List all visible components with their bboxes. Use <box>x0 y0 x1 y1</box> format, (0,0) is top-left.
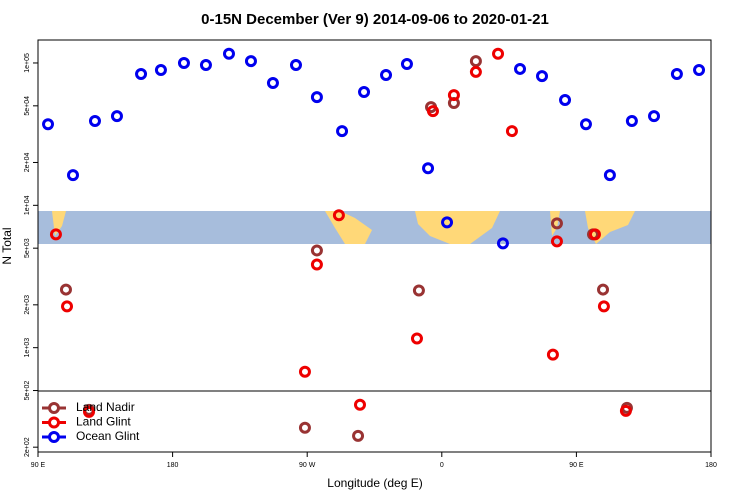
legend-marker <box>48 416 60 429</box>
chart-title: 0-15N December (Ver 9) 2014-09-06 to 202… <box>201 11 549 28</box>
legend-marker <box>48 402 60 414</box>
point <box>298 365 311 378</box>
x-tick-label: 90 E <box>569 462 584 469</box>
legend-label: Land Nadir <box>76 400 135 414</box>
point <box>352 429 365 442</box>
point <box>222 47 235 60</box>
point <box>625 115 638 128</box>
point <box>619 404 632 417</box>
map-strip <box>38 211 711 244</box>
point <box>550 235 563 248</box>
point <box>492 47 505 60</box>
point <box>199 58 212 71</box>
y-tick-label: 1e+05 <box>24 53 31 73</box>
y-tick-label: 2e+04 <box>24 153 31 173</box>
point <box>298 421 311 434</box>
x-tick-label: 90 W <box>299 462 316 469</box>
point <box>154 63 167 76</box>
point <box>514 62 527 75</box>
y-tick-label: 1e+04 <box>24 195 31 215</box>
point <box>110 110 123 123</box>
x-tick-label: 180 <box>705 462 717 469</box>
point <box>66 169 79 182</box>
point <box>469 55 482 68</box>
y-tick-label: 2e+03 <box>24 295 31 315</box>
x-tick-label: 90 E <box>31 462 46 469</box>
point <box>422 162 435 175</box>
point <box>336 125 349 138</box>
point <box>588 228 601 241</box>
point <box>550 217 563 230</box>
y-tick-label: 5e+03 <box>24 238 31 258</box>
point <box>670 67 683 80</box>
point <box>469 65 482 78</box>
point <box>400 57 413 70</box>
point <box>410 332 423 345</box>
y-axis-label: N Total <box>0 227 14 264</box>
point <box>496 237 509 250</box>
point <box>59 283 72 296</box>
point <box>579 118 592 131</box>
point <box>505 125 518 138</box>
point <box>546 348 559 361</box>
point <box>42 118 55 131</box>
point <box>426 105 439 118</box>
y-tick-label: 1e+03 <box>24 338 31 358</box>
point <box>88 115 101 128</box>
point <box>310 91 323 104</box>
plot-frame <box>37 39 712 453</box>
map-land <box>415 211 500 244</box>
point <box>536 70 549 83</box>
x-tick-label: 0 <box>440 462 444 469</box>
point <box>597 283 610 296</box>
point <box>380 69 393 82</box>
point <box>597 300 610 313</box>
point <box>266 77 279 90</box>
point <box>332 209 345 222</box>
x-axis-label: Longitude (deg E) <box>327 476 422 490</box>
point <box>648 110 661 123</box>
point <box>693 63 706 76</box>
x-tick-label: 180 <box>167 462 179 469</box>
point <box>310 258 323 271</box>
point <box>244 55 257 68</box>
y-tick-label: 5e+04 <box>24 96 31 116</box>
point <box>358 86 371 99</box>
map-land <box>300 211 372 244</box>
legend-label: Land Glint <box>76 415 131 429</box>
point <box>61 300 74 313</box>
point <box>135 67 148 80</box>
point <box>412 284 425 297</box>
point <box>82 405 95 418</box>
y-tick-label: 2e+02 <box>24 437 31 457</box>
point <box>289 58 302 71</box>
point <box>353 398 366 411</box>
point <box>441 216 454 229</box>
legend-label: Ocean Glint <box>76 429 140 443</box>
point <box>559 94 572 107</box>
point <box>447 89 460 102</box>
y-tick-label: 5e+02 <box>24 381 31 401</box>
map-land <box>550 211 560 236</box>
point <box>49 228 62 241</box>
legend-marker <box>48 431 60 443</box>
point <box>603 169 616 182</box>
point <box>310 244 323 257</box>
point <box>177 56 190 69</box>
